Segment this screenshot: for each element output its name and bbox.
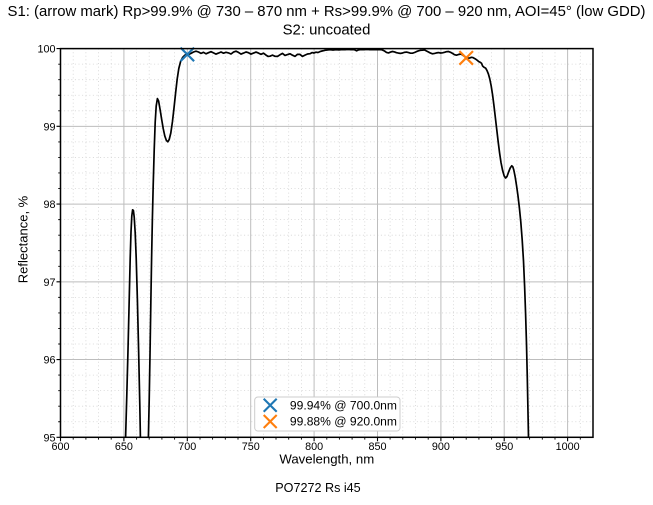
svg-text:950: 950: [495, 441, 513, 453]
svg-text:750: 750: [242, 441, 260, 453]
svg-text:98: 98: [43, 199, 55, 211]
svg-text:Reflectance, %: Reflectance, %: [15, 195, 30, 283]
svg-text:S1: (arrow mark) Rp>99.9% @ 73: S1: (arrow mark) Rp>99.9% @ 730 – 870 nm…: [8, 4, 646, 20]
svg-text:600: 600: [51, 441, 69, 453]
svg-text:95: 95: [43, 432, 55, 444]
svg-text:96: 96: [43, 355, 55, 367]
svg-text:650: 650: [115, 441, 133, 453]
svg-text:800: 800: [305, 441, 323, 453]
svg-text:S2: uncoated: S2: uncoated: [283, 23, 371, 39]
svg-text:99: 99: [43, 121, 55, 133]
svg-text:700: 700: [178, 441, 196, 453]
svg-text:100: 100: [37, 44, 55, 56]
svg-text:850: 850: [368, 441, 386, 453]
svg-text:1000: 1000: [556, 441, 580, 453]
svg-text:Wavelength, nm: Wavelength, nm: [279, 451, 374, 466]
svg-text:900: 900: [432, 441, 450, 453]
svg-text:PO7272 Rs i45: PO7272 Rs i45: [275, 481, 360, 495]
svg-text:97: 97: [43, 277, 55, 289]
svg-text:99.88% @ 920.0nm: 99.88% @ 920.0nm: [290, 415, 397, 429]
svg-text:99.94% @ 700.0nm: 99.94% @ 700.0nm: [290, 398, 397, 412]
